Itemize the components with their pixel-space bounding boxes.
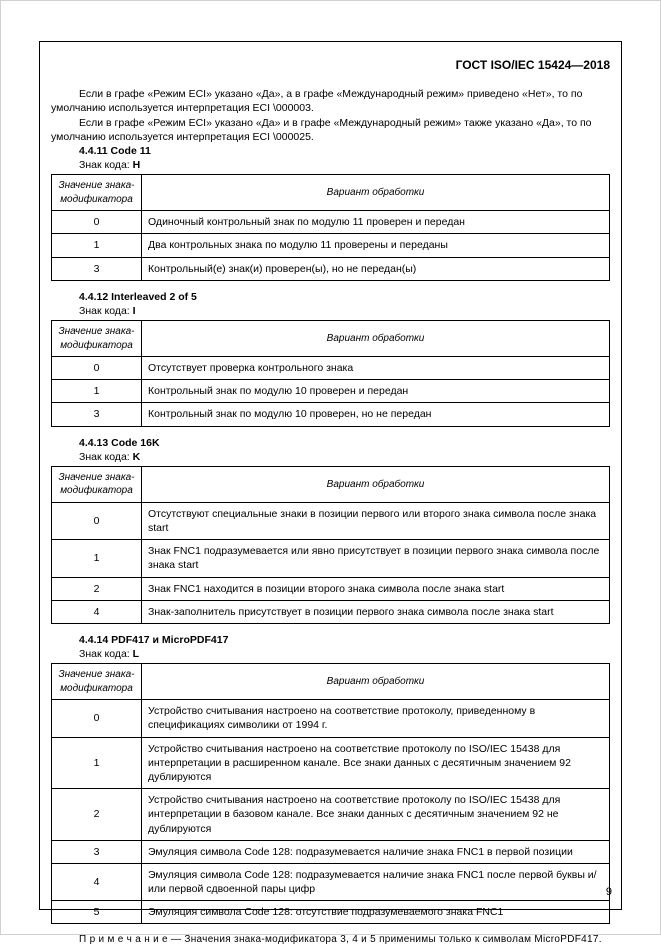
paragraph-1: Если в графе «Режим ECI» указано «Да», а… [51, 87, 610, 115]
mod-value-cell: 1 [52, 737, 142, 789]
table-row: 4Эмуляция символа Code 128: подразумевае… [52, 863, 610, 900]
description-cell: Устройство считывания настроено на соотв… [142, 789, 610, 841]
table-header-row: Значение знака-модификатора Вариант обра… [52, 664, 610, 700]
table-row: 3Контрольный(е) знак(и) проверен(ы), но … [52, 257, 610, 280]
col-var-header: Вариант обработки [142, 466, 610, 502]
mod-value-cell: 3 [52, 840, 142, 863]
col-var-header: Вариант обработки [142, 175, 610, 211]
code-line-i2of5: Знак кода: I [51, 304, 610, 318]
description-cell: Знак-заполнитель присутствует в позиции … [142, 600, 610, 623]
table-row: 3Эмуляция символа Code 128: подразумевае… [52, 840, 610, 863]
table-row: 1Знак FNC1 подразумевается или явно прис… [52, 540, 610, 577]
description-cell: Отсутствует проверка контрольного знака [142, 357, 610, 380]
code-value: I [133, 305, 136, 317]
col-mod-header: Значение знака-модификатора [52, 466, 142, 502]
note: П р и м е ч а н и е — Значения знака-мод… [51, 933, 610, 947]
description-cell: Контрольный знак по модулю 10 проверен и… [142, 380, 610, 403]
paragraph-2: Если в графе «Режим ECI» указано «Да» и … [51, 116, 610, 144]
tbody-sec4: 0Устройство считывания настроено на соот… [52, 700, 610, 924]
code-value: K [133, 451, 141, 463]
table-row: 1Устройство считывания настроено на соот… [52, 737, 610, 789]
table-row: 5Эмуляция символа Code 128: отсутствие п… [52, 901, 610, 924]
description-cell: Знак FNC1 находится в позиции второго зн… [142, 577, 610, 600]
description-cell: Эмуляция символа Code 128: подразумевает… [142, 863, 610, 900]
table-pdf417: Значение знака-модификатора Вариант обра… [51, 663, 610, 924]
description-cell: Эмуляция символа Code 128: отсутствие по… [142, 901, 610, 924]
table-row: 0Отсутствует проверка контрольного знака [52, 357, 610, 380]
col-var-header: Вариант обработки [142, 664, 610, 700]
code-label: Знак кода: [79, 159, 130, 171]
section-heading-i2of5: 4.4.12 Interleaved 2 of 5 [51, 290, 610, 304]
col-mod-header: Значение знака-модификатора [52, 175, 142, 211]
table-row: 0Отсутствуют специальные знаки в позиции… [52, 502, 610, 539]
table-code16k: Значение знака-модификатора Вариант обра… [51, 466, 610, 624]
mod-value-cell: 0 [52, 502, 142, 539]
tbody-sec2: 0Отсутствует проверка контрольного знака… [52, 357, 610, 427]
table-header-row: Значение знака-модификатора Вариант обра… [52, 321, 610, 357]
mod-value-cell: 1 [52, 540, 142, 577]
description-cell: Одиночный контрольный знак по модулю 11 … [142, 211, 610, 234]
code-label: Знак кода: [79, 451, 130, 463]
note-text: — Значения знака-модификатора 3, 4 и 5 п… [168, 934, 602, 945]
code-label: Знак кода: [79, 648, 130, 660]
page-number: 9 [606, 885, 612, 900]
description-cell: Знак FNC1 подразумевается или явно прису… [142, 540, 610, 577]
table-row: 3Контрольный знак по модулю 10 проверен,… [52, 403, 610, 426]
description-cell: Отсутствуют специальные знаки в позиции … [142, 502, 610, 539]
description-cell: Устройство считывания настроено на соотв… [142, 700, 610, 737]
description-cell: Контрольный знак по модулю 10 проверен, … [142, 403, 610, 426]
description-cell: Два контрольных знака по модулю 11 прове… [142, 234, 610, 257]
code-label: Знак кода: [79, 305, 130, 317]
document-page: ГОСТ ISO/IEC 15424—2018 Если в графе «Ре… [0, 0, 661, 935]
mod-value-cell: 2 [52, 789, 142, 841]
table-row: 0Одиночный контрольный знак по модулю 11… [52, 211, 610, 234]
mod-value-cell: 1 [52, 380, 142, 403]
table-row: 1Контрольный знак по модулю 10 проверен … [52, 380, 610, 403]
document-header: ГОСТ ISO/IEC 15424—2018 [45, 57, 616, 73]
table-header-row: Значение знака-модификатора Вариант обра… [52, 175, 610, 211]
mod-value-cell: 0 [52, 357, 142, 380]
col-mod-header: Значение знака-модификатора [52, 664, 142, 700]
table-code11: Значение знака-модификатора Вариант обра… [51, 174, 610, 281]
tbody-sec3: 0Отсутствуют специальные знаки в позиции… [52, 502, 610, 623]
code-line-code16k: Знак кода: K [51, 450, 610, 464]
description-cell: Контрольный(е) знак(и) проверен(ы), но н… [142, 257, 610, 280]
tbody-sec1: 0Одиночный контрольный знак по модулю 11… [52, 211, 610, 281]
code-value: H [133, 159, 141, 171]
col-var-header: Вариант обработки [142, 321, 610, 357]
description-cell: Эмуляция символа Code 128: подразумевает… [142, 840, 610, 863]
table-row: 4Знак-заполнитель присутствует в позиции… [52, 600, 610, 623]
mod-value-cell: 5 [52, 901, 142, 924]
mod-value-cell: 3 [52, 257, 142, 280]
section-heading-code16k: 4.4.13 Code 16K [51, 436, 610, 450]
col-mod-header: Значение знака-модификатора [52, 321, 142, 357]
table-row: 2Устройство считывания настроено на соот… [52, 789, 610, 841]
table-header-row: Значение знака-модификатора Вариант обра… [52, 466, 610, 502]
section-heading-code11: 4.4.11 Code 11 [51, 144, 610, 158]
mod-value-cell: 3 [52, 403, 142, 426]
section-heading-pdf417: 4.4.14 PDF417 и MicroPDF417 [51, 633, 610, 647]
code-line-code11: Знак кода: H [51, 158, 610, 172]
description-cell: Устройство считывания настроено на соотв… [142, 737, 610, 789]
code-line-pdf417: Знак кода: L [51, 647, 610, 661]
table-row: 0Устройство считывания настроено на соот… [52, 700, 610, 737]
mod-value-cell: 4 [52, 600, 142, 623]
note-label: П р и м е ч а н и е [79, 934, 168, 945]
table-row: 1Два контрольных знака по модулю 11 пров… [52, 234, 610, 257]
mod-value-cell: 0 [52, 211, 142, 234]
table-i2of5: Значение знака-модификатора Вариант обра… [51, 320, 610, 427]
mod-value-cell: 4 [52, 863, 142, 900]
mod-value-cell: 2 [52, 577, 142, 600]
code-value: L [133, 648, 139, 660]
mod-value-cell: 0 [52, 700, 142, 737]
page-content: Если в графе «Режим ECI» указано «Да», а… [45, 87, 616, 947]
mod-value-cell: 1 [52, 234, 142, 257]
table-row: 2Знак FNC1 находится в позиции второго з… [52, 577, 610, 600]
